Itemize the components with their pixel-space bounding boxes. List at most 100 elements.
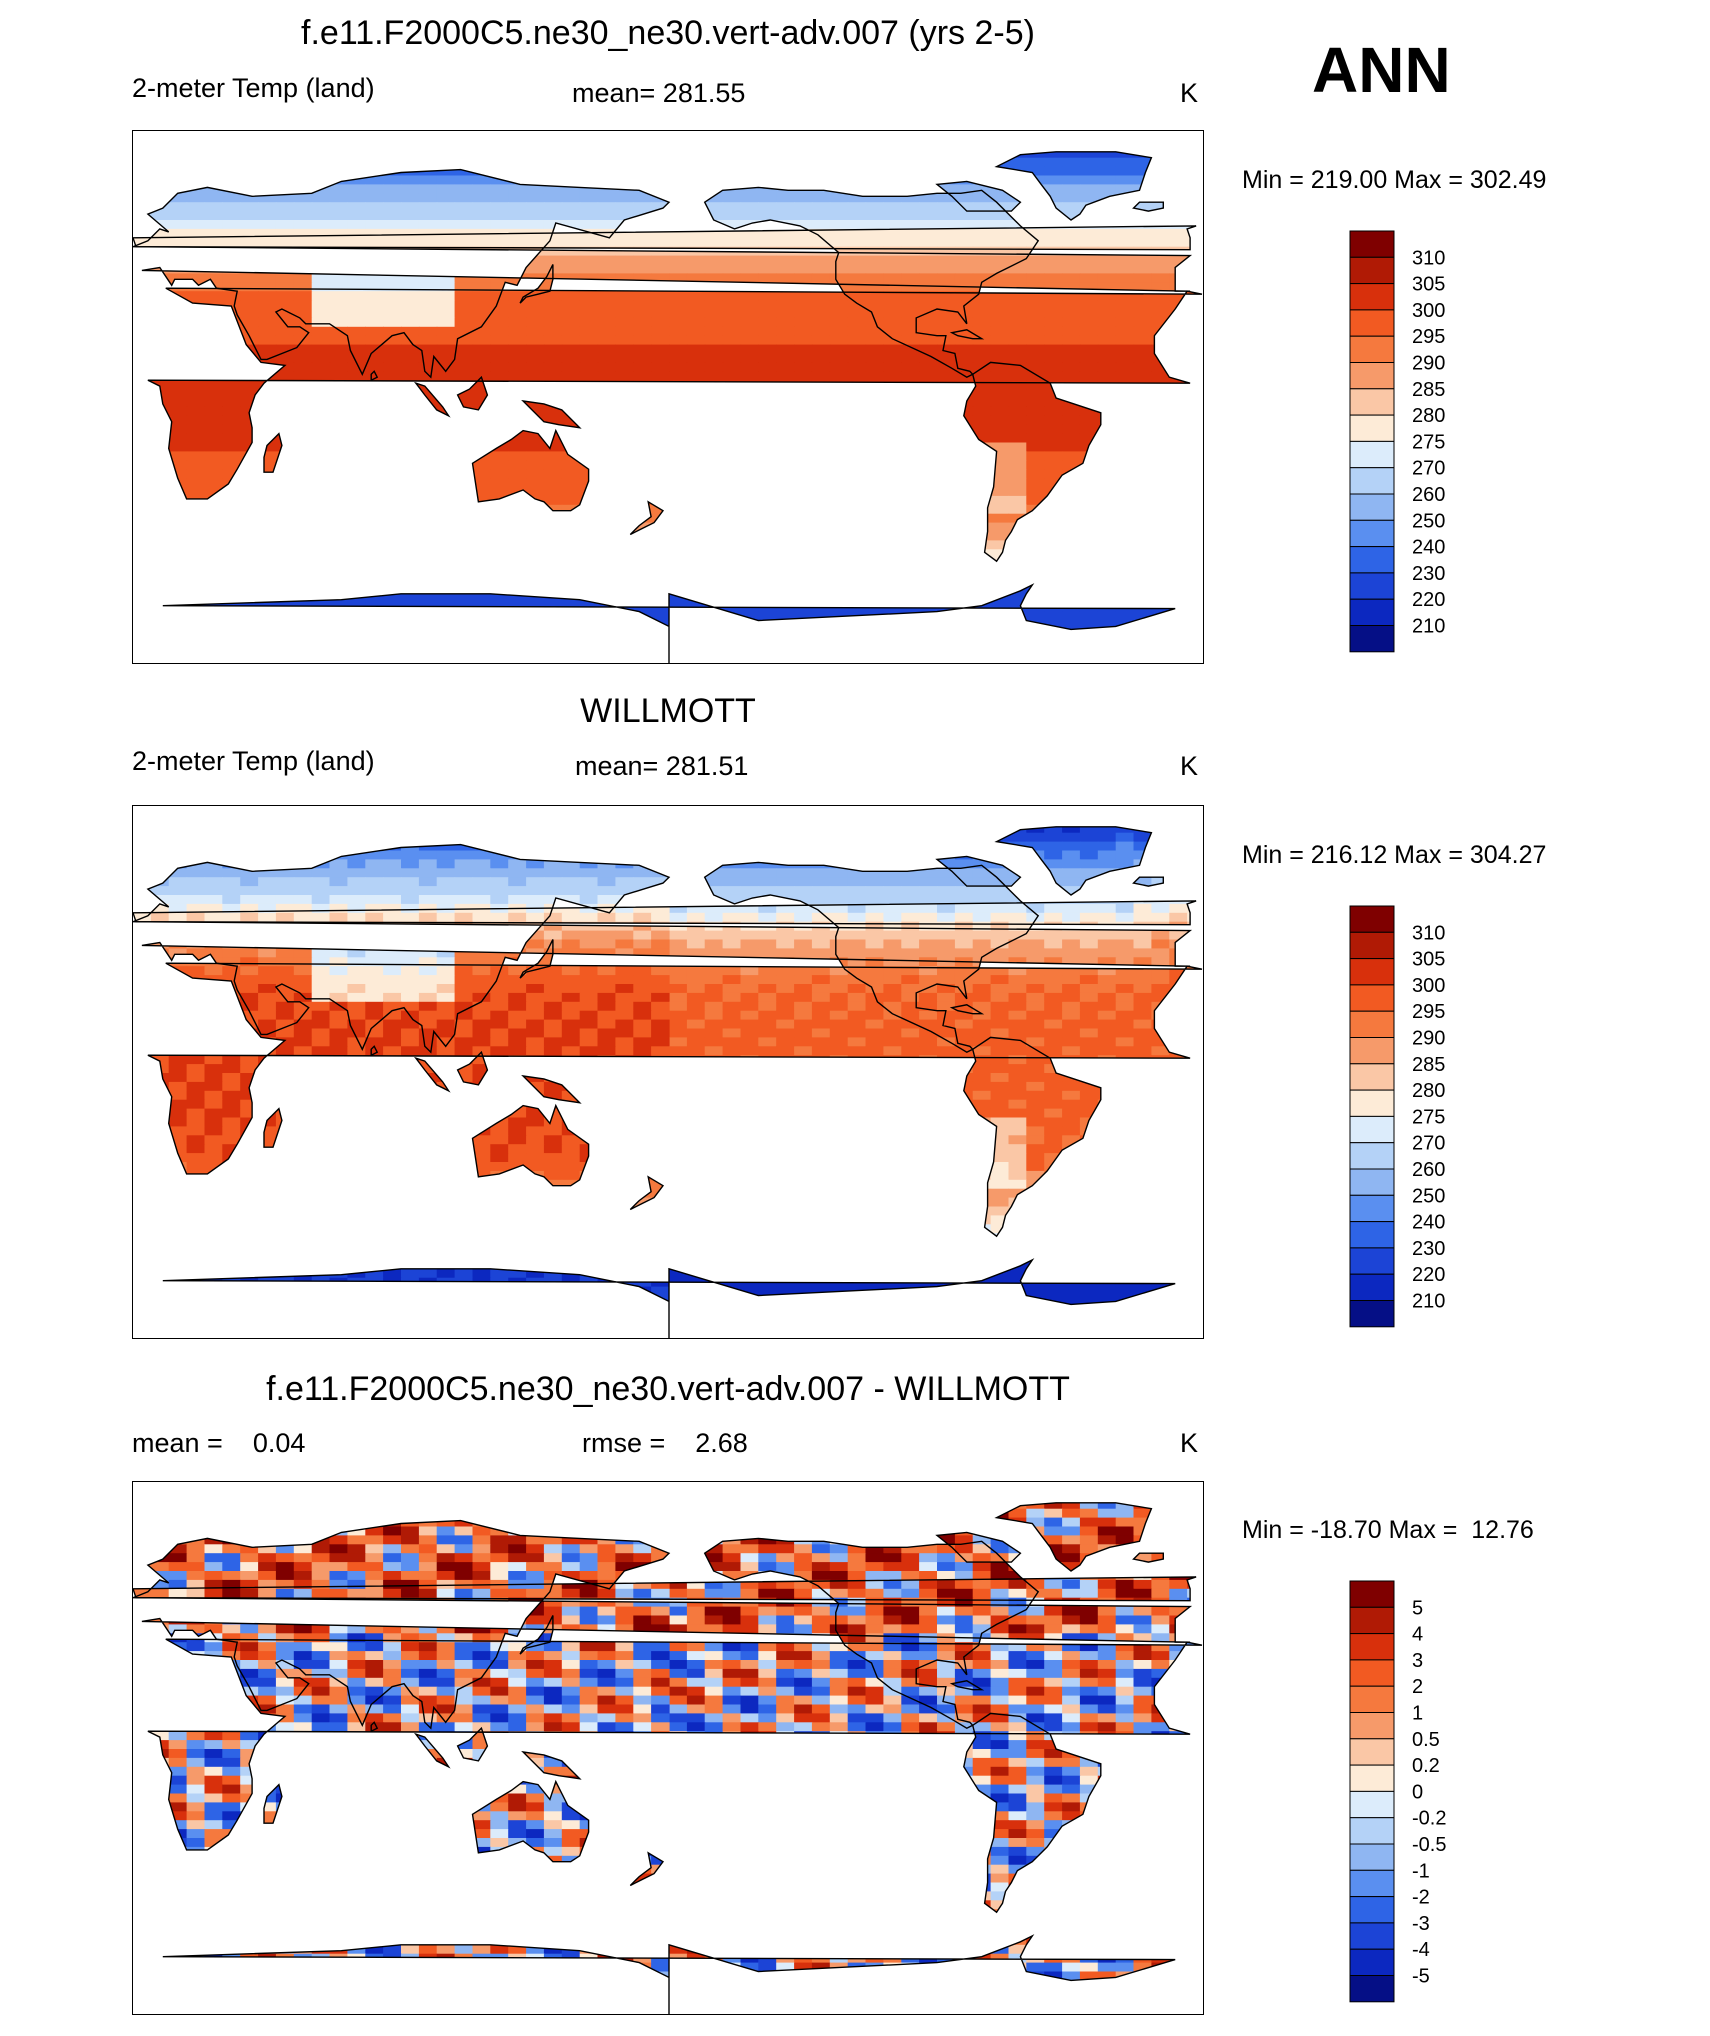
colorbar-label: -3 [1412,1913,1430,1935]
colorbar-label: 230 [1412,563,1445,585]
colorbar-label: 230 [1412,1238,1445,1260]
panel-2-mean: mean= 281.51 [575,753,748,780]
colorbar-swatch [1350,1713,1394,1739]
colorbar-label: 5 [1412,1597,1423,1619]
colorbar-label: 0 [1412,1781,1423,1803]
colorbar-swatch [1350,1222,1394,1248]
colorbar-label: 285 [1412,379,1445,401]
colorbar-label: 295 [1412,326,1445,348]
panel-2-map [132,805,1204,1339]
panel-3-map-svg [133,1482,1204,2015]
colorbar-swatch [1350,1844,1394,1870]
panel-1-variable: 2-meter Temp (land) [132,75,375,102]
colorbar-swatch [1350,1686,1394,1712]
colorbar-swatch [1350,985,1394,1011]
colorbar-swatch [1350,415,1394,441]
colorbar-swatch [1350,1765,1394,1791]
colorbar-swatch [1350,1870,1394,1896]
colorbar-label: 210 [1412,616,1445,638]
colorbar-label: 305 [1412,949,1445,971]
colorbar-swatch [1350,906,1394,932]
colorbar-label: 295 [1412,1001,1445,1023]
panel-3-rmse: rmse = 2.68 [582,1430,748,1457]
panel-1-title: f.e11.F2000C5.ne30_ne30.vert-adv.007 (yr… [132,16,1204,50]
colorbar-label: 285 [1412,1054,1445,1076]
colorbar-swatch [1350,441,1394,467]
colorbar-label: 270 [1412,458,1445,480]
panel-2-map-svg [133,806,1204,1339]
colorbar-label: 300 [1412,300,1445,322]
colorbar-label: 300 [1412,975,1445,997]
colorbar-label: 1 [1412,1703,1423,1725]
colorbar-swatch [1350,520,1394,546]
colorbar-swatch [1350,1090,1394,1116]
coastline-nz [630,1853,663,1886]
colorbar-label: 280 [1412,1080,1445,1102]
colorbar-swatch [1350,1660,1394,1686]
colorbar-swatch [1350,1011,1394,1037]
colorbar-swatch [1350,1064,1394,1090]
colorbar-label: 275 [1412,1106,1445,1128]
colorbar-swatch [1350,1169,1394,1195]
colorbar-label: 260 [1412,1159,1445,1181]
panel-1-minmax: Min = 219.00 Max = 302.49 [1242,168,1546,193]
colorbar-label: -2 [1412,1887,1430,1909]
panel-3-map [132,1481,1204,2015]
colorbar-swatch [1350,231,1394,257]
colorbar-label: 275 [1412,431,1445,453]
coastline-nz [630,1177,663,1210]
coastline-nz [630,502,663,535]
colorbar-label: 220 [1412,1264,1445,1286]
panel-3-mean: mean = 0.04 [132,1430,305,1457]
colorbar-swatch [1350,1195,1394,1221]
season-label: ANN [1312,38,1451,102]
colorbar-label: -0.5 [1412,1834,1446,1856]
panel-3-units: K [1180,1430,1198,1457]
colorbar-label: 290 [1412,353,1445,375]
colorbar-swatch [1350,1581,1394,1607]
colorbar-label: 290 [1412,1028,1445,1050]
colorbar-label: -5 [1412,1966,1430,1988]
colorbar-label: 280 [1412,405,1445,427]
panel-3-minmax: Min = -18.70 Max = 12.76 [1242,1518,1534,1543]
panel-2-variable: 2-meter Temp (land) [132,748,375,775]
colorbar-label: 260 [1412,484,1445,506]
colorbar-label: 0.2 [1412,1755,1440,1777]
colorbar-label: 305 [1412,274,1445,296]
colorbar-swatch [1350,389,1394,415]
colorbar-swatch [1350,626,1394,652]
colorbar-swatch [1350,1739,1394,1765]
colorbar-label: -4 [1412,1939,1430,1961]
colorbar-swatch [1350,1634,1394,1660]
panel-3-title: f.e11.F2000C5.ne30_ne30.vert-adv.007 - W… [132,1372,1204,1406]
colorbar-swatch [1350,1038,1394,1064]
colorbar-label: 210 [1412,1291,1445,1313]
colorbar-label: -1 [1412,1860,1430,1882]
colorbar-swatch [1350,310,1394,336]
colorbar-swatch [1350,1116,1394,1142]
colorbar-swatch [1350,1301,1394,1327]
colorbar-swatch [1350,494,1394,520]
colorbar-swatch [1350,932,1394,958]
colorbar-swatch [1350,1274,1394,1300]
colorbar-swatch [1350,573,1394,599]
colorbar-label: 0.5 [1412,1729,1440,1751]
colorbar-swatch [1350,1897,1394,1923]
colorbar-label: 310 [1412,247,1445,269]
panel-1-colorbar: 3103053002952902852802752702602502402302… [1340,230,1470,662]
colorbar-label: 220 [1412,589,1445,611]
colorbar-swatch [1350,1248,1394,1274]
colorbar-label: 240 [1412,1212,1445,1234]
colorbar-label: 310 [1412,922,1445,944]
colorbar-label: 2 [1412,1676,1423,1698]
panel-2-minmax: Min = 216.12 Max = 304.27 [1242,843,1546,868]
colorbar-swatch [1350,1143,1394,1169]
colorbar-swatch [1350,1976,1394,2002]
panel-1-units: K [1180,80,1198,107]
colorbar-label: 4 [1412,1624,1423,1646]
panel-2-title: WILLMOTT [132,694,1204,728]
panel-1-mean: mean= 281.55 [572,80,745,107]
colorbar-swatch [1350,1923,1394,1949]
colorbar-label: 250 [1412,510,1445,532]
